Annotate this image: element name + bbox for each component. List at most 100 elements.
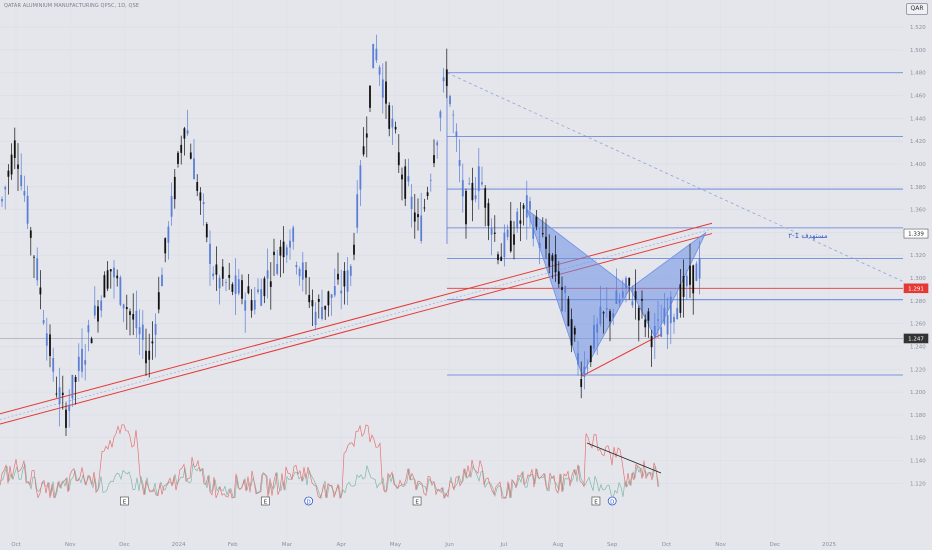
candle — [484, 188, 487, 208]
candle — [436, 142, 439, 146]
candle — [541, 233, 544, 235]
candle — [20, 175, 23, 187]
candle — [583, 366, 586, 377]
y-tick-label: 1.160 — [910, 436, 926, 442]
dividend-marker[interactable] — [607, 496, 617, 506]
candle — [685, 275, 688, 287]
event-marker-label: E — [123, 500, 127, 506]
candle — [199, 192, 202, 201]
candle — [474, 195, 477, 200]
candle — [346, 270, 349, 292]
x-tick-label: May — [390, 542, 402, 548]
candle — [135, 310, 138, 329]
candle — [317, 298, 320, 302]
candle — [215, 264, 218, 275]
candle — [116, 275, 119, 279]
candle — [244, 300, 247, 311]
candle — [90, 338, 93, 344]
currency-button[interactable]: QAR — [906, 3, 928, 15]
candle — [305, 270, 307, 278]
candle — [561, 287, 563, 290]
candle — [186, 130, 189, 134]
candle — [513, 234, 515, 245]
candle — [545, 236, 547, 249]
x-tick-label: Oct — [11, 542, 21, 548]
candle — [369, 85, 371, 108]
candle — [522, 205, 525, 209]
candle — [81, 348, 83, 372]
candle — [196, 182, 199, 191]
candle — [404, 166, 407, 199]
price-axis[interactable]: 1.520 1.500 1.480 1.460 1.440 1.420 1.400 1.380… — [910, 25, 926, 487]
candle — [330, 294, 333, 298]
candle — [378, 67, 381, 75]
candle — [250, 300, 253, 311]
y-tick-label: 1.120 — [910, 481, 926, 487]
candle — [231, 284, 234, 292]
candle — [343, 270, 346, 287]
candle — [509, 220, 512, 252]
earnings-marker[interactable] — [260, 496, 270, 506]
candle — [58, 387, 61, 405]
candle — [673, 316, 675, 323]
earnings-marker[interactable] — [120, 496, 129, 506]
candle — [311, 299, 314, 307]
x-tick-label: Nov — [715, 542, 726, 548]
candle — [266, 270, 269, 279]
candle — [279, 246, 282, 256]
symbol-title: QATAR ALUMINIUM MANUFACTURING QPSC, 1D, … — [4, 3, 140, 9]
candle — [641, 299, 643, 301]
channel-midline — [0, 228, 713, 420]
x-tick-label: Jun — [444, 542, 454, 548]
candle — [490, 228, 493, 235]
candle — [519, 220, 522, 224]
earnings-marker[interactable] — [412, 496, 422, 506]
candle — [577, 353, 579, 365]
candle — [49, 334, 51, 356]
candle — [202, 202, 205, 205]
candle — [557, 271, 560, 284]
y-tick-label: 1.140 — [910, 459, 926, 465]
candle — [324, 305, 327, 310]
candle — [285, 247, 288, 256]
price-tag-label: 1.339 — [908, 232, 924, 238]
candle — [468, 183, 471, 185]
candle — [433, 155, 435, 164]
candle — [439, 111, 442, 118]
candle — [365, 133, 368, 138]
candle — [103, 275, 106, 298]
x-tick-label: Nov — [65, 542, 76, 548]
pattern-xab — [526, 208, 631, 376]
candle — [1, 198, 3, 202]
candle — [241, 280, 243, 299]
earnings-marker[interactable] — [591, 496, 601, 506]
candle — [157, 292, 160, 310]
price-tag-target — [903, 228, 929, 239]
event-marker-label: E — [415, 500, 419, 506]
candle — [637, 307, 640, 321]
event-marker-label: E — [264, 500, 268, 506]
y-tick-label: 1.520 — [910, 25, 926, 31]
divergence-line — [586, 442, 662, 474]
candle — [375, 48, 378, 61]
candle — [61, 392, 64, 396]
candle — [301, 262, 304, 280]
time-axis[interactable]: Oct Nov Dec 2024 Feb Mar Apr May Jun Jul Aug Sep Oct… — [11, 542, 836, 548]
candle — [666, 314, 669, 335]
candle — [625, 277, 627, 289]
candle — [602, 312, 605, 314]
price-tag-last — [903, 333, 929, 344]
event-marker-label: D — [610, 500, 614, 506]
candle — [13, 140, 16, 159]
dividend-marker[interactable] — [304, 496, 314, 506]
candle — [228, 274, 231, 278]
candle — [532, 227, 535, 239]
candle — [567, 298, 570, 327]
candle — [237, 279, 240, 294]
candle — [477, 166, 480, 192]
candle — [449, 96, 451, 105]
candle — [580, 378, 583, 387]
candle — [564, 286, 567, 293]
candle — [65, 409, 67, 428]
